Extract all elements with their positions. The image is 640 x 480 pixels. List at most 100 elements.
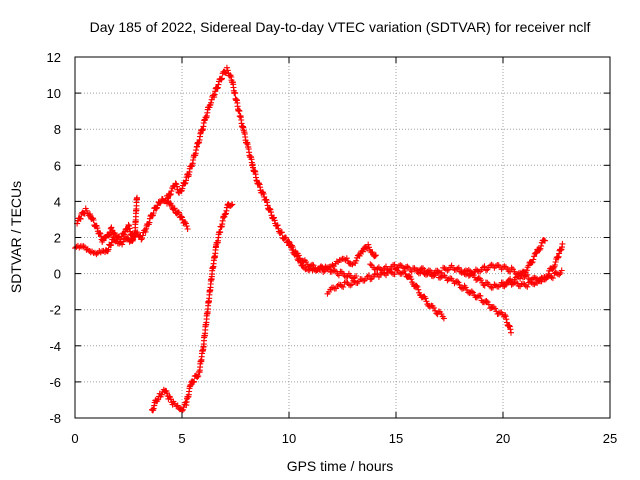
data-point <box>502 313 509 320</box>
data-point <box>164 195 171 202</box>
y-tick-label: 2 <box>54 231 61 246</box>
data-point <box>408 276 415 283</box>
data-point <box>543 274 550 281</box>
data-point <box>183 177 189 184</box>
data-point <box>166 200 173 207</box>
data-point <box>544 273 551 280</box>
data-point <box>404 263 411 270</box>
data-point <box>208 99 214 106</box>
data-point <box>171 205 178 212</box>
data-point <box>176 209 182 216</box>
data-point <box>303 259 310 266</box>
x-tick-label: 5 <box>178 431 185 446</box>
data-point <box>174 183 180 190</box>
data-point <box>130 236 137 243</box>
data-point <box>417 266 424 273</box>
data-point <box>545 270 552 277</box>
data-point <box>492 263 499 270</box>
data-point <box>422 295 429 302</box>
grid <box>75 57 610 418</box>
data-point <box>271 214 277 221</box>
data-point <box>131 231 138 237</box>
data-point <box>183 223 190 230</box>
data-point <box>181 180 188 187</box>
data-point <box>477 292 484 299</box>
data-point <box>260 190 267 197</box>
y-tick-label: 10 <box>47 86 61 101</box>
data-point <box>80 243 87 250</box>
data-point <box>222 211 229 218</box>
data-point <box>367 261 374 268</box>
data-point <box>172 180 179 187</box>
data-point <box>558 267 565 274</box>
data-point <box>224 67 231 74</box>
data-point <box>278 229 285 236</box>
data-point <box>182 220 189 227</box>
data-point <box>266 205 273 212</box>
series-1 <box>149 201 236 414</box>
data-point <box>310 262 317 269</box>
data-point <box>435 268 442 275</box>
data-point <box>528 259 535 266</box>
data-point <box>555 254 561 261</box>
data-point <box>415 286 422 293</box>
data-point <box>274 222 281 229</box>
data-point <box>228 202 235 209</box>
data-point <box>506 323 513 330</box>
x-tick-label: 20 <box>496 431 510 446</box>
data-point <box>356 252 363 259</box>
data-point <box>414 283 421 290</box>
data-point <box>124 235 131 242</box>
data-point <box>462 284 469 291</box>
data-point <box>353 273 360 279</box>
y-tick-label: -8 <box>49 411 61 426</box>
data-point <box>507 278 514 284</box>
data-point <box>211 91 218 98</box>
data-point <box>329 261 336 268</box>
data-point <box>483 298 490 304</box>
data-point <box>142 228 149 235</box>
data-point <box>502 312 509 318</box>
data-point <box>283 234 289 241</box>
data-point <box>105 232 112 239</box>
data-point <box>195 373 202 379</box>
data-point <box>391 271 398 278</box>
data-point <box>503 316 510 323</box>
data-point <box>331 267 338 274</box>
data-point <box>492 305 499 312</box>
data-point <box>488 261 495 268</box>
data-point <box>444 267 451 274</box>
data-point <box>289 247 296 254</box>
data-point <box>374 265 381 272</box>
data-point <box>454 278 461 285</box>
x-axis-label: GPS time / hours <box>287 458 394 474</box>
data-point <box>83 207 90 214</box>
data-point <box>184 226 191 232</box>
data-point <box>150 210 157 216</box>
data-point <box>187 381 194 388</box>
data-point <box>468 288 475 295</box>
data-point <box>530 256 537 263</box>
data-point <box>556 271 563 278</box>
y-tick-label: 12 <box>47 50 61 65</box>
data-point <box>139 232 146 239</box>
data-point <box>179 406 186 413</box>
data-point <box>93 251 100 258</box>
data-point <box>537 245 544 252</box>
data-point <box>340 284 347 290</box>
data-point <box>501 263 508 270</box>
data-point <box>130 234 137 241</box>
data-point <box>349 261 356 268</box>
data-point <box>455 264 462 271</box>
data-point <box>158 391 165 398</box>
data-point <box>87 211 93 218</box>
y-tick-label: -6 <box>49 375 61 390</box>
y-tick-label: -4 <box>49 339 61 354</box>
data-point <box>531 281 538 288</box>
data-point <box>318 264 325 271</box>
data-point <box>76 215 83 221</box>
data-point <box>138 236 145 243</box>
data-point <box>508 329 514 336</box>
data-point <box>150 405 157 412</box>
data-point <box>397 262 404 269</box>
